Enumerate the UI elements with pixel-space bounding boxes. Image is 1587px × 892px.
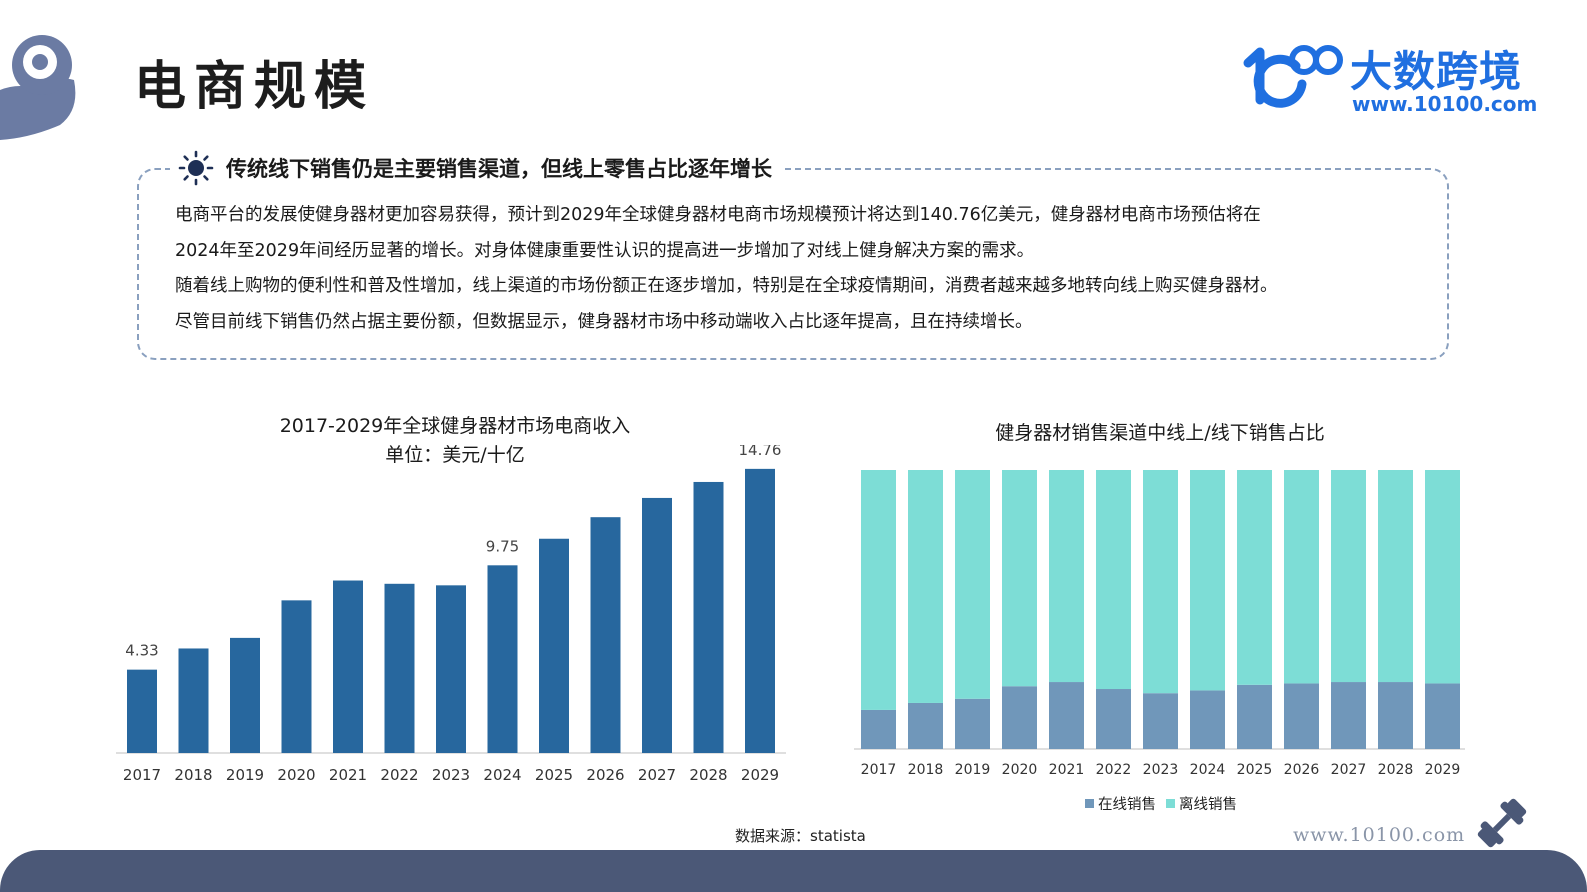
online-sales-bar xyxy=(955,698,990,749)
x-tick-label: 2023 xyxy=(432,766,470,784)
online-sales-bar xyxy=(1096,689,1131,749)
online-sales-bar xyxy=(908,702,943,749)
bar-data-label: 14.76 xyxy=(739,445,782,459)
offline-sales-bar xyxy=(1331,470,1366,683)
revenue-bar xyxy=(745,468,775,753)
summary-box xyxy=(137,168,1449,360)
legend-item-offline: 离线销售 xyxy=(1166,793,1237,814)
x-tick-label: 2027 xyxy=(638,766,676,784)
x-tick-label: 2026 xyxy=(586,766,624,784)
sun-icon xyxy=(178,150,214,186)
bar-data-label: 4.33 xyxy=(125,642,158,660)
x-tick-label: 2029 xyxy=(1425,762,1461,778)
x-tick-label: 2020 xyxy=(277,766,315,784)
mascot-logo-icon xyxy=(0,35,76,140)
channel-stacked-bar-chart: 2017 2018 2019 2020 2021 2022 2023 2024 2025 2026… xyxy=(854,470,1465,778)
offline-sales-bar xyxy=(1143,470,1178,694)
offline-sales-bar xyxy=(1002,470,1037,687)
revenue-bar xyxy=(178,648,209,753)
channel-chart-title: 健身器材销售渠道中线上/线下销售占比 xyxy=(995,422,1325,444)
offline-sales-bar xyxy=(1284,470,1319,684)
revenue-chart-subtitle: 单位：美元/十亿 xyxy=(385,444,525,466)
footer-url: www.10100.com xyxy=(1293,824,1466,846)
revenue-bar xyxy=(642,497,672,753)
footer-bar xyxy=(0,850,1587,892)
chart-legend: 在线销售 离线销售 xyxy=(1085,793,1237,814)
legend-swatch-offline xyxy=(1166,799,1175,808)
revenue-chart-title: 2017-2029年全球健身器材市场电商收入 xyxy=(279,415,631,437)
revenue-bar xyxy=(384,583,415,753)
revenue-bar xyxy=(436,585,466,753)
online-sales-bar xyxy=(1284,683,1319,749)
revenue-bar xyxy=(487,565,518,753)
x-tick-label: 2017 xyxy=(123,766,161,784)
online-sales-bar xyxy=(1331,682,1366,749)
online-sales-bar xyxy=(1378,682,1413,749)
x-tick-label: 2019 xyxy=(955,762,991,778)
online-sales-bar xyxy=(1002,686,1037,749)
summary-heading-text: 传统线下销售仍是主要销售渠道，但线上零售占比逐年增长 xyxy=(226,157,772,181)
x-tick-label: 2026 xyxy=(1284,762,1320,778)
revenue-bar xyxy=(127,669,157,753)
brand-logo-text: 大数跨境 xyxy=(1350,47,1523,96)
legend-label-online: 在线销售 xyxy=(1098,797,1156,813)
x-tick-label: 2024 xyxy=(483,766,521,784)
bar-data-label: 9.75 xyxy=(486,537,519,555)
revenue-bar-chart: 2017 4.33 2018 2019 2020 2021 2022 2023 2024 9.75… xyxy=(116,445,786,784)
x-tick-label: 2024 xyxy=(1190,762,1226,778)
summary-heading: 传统线下销售仍是主要销售渠道，但线上零售占比逐年增长 xyxy=(170,148,784,188)
summary-line: 2024年至2029年间经历显著的增长。对身体健康重要性认识的提高进一步增加了对… xyxy=(175,240,1035,261)
offline-sales-bar xyxy=(861,470,896,710)
offline-sales-bar xyxy=(1425,470,1460,684)
x-tick-label: 2018 xyxy=(174,766,212,784)
legend-label-offline: 离线销售 xyxy=(1179,797,1237,813)
x-tick-label: 2022 xyxy=(1096,762,1132,778)
x-tick-label: 2023 xyxy=(1143,762,1179,778)
legend-swatch-online xyxy=(1085,799,1094,808)
online-sales-bar xyxy=(1143,693,1178,749)
revenue-bar xyxy=(281,600,312,753)
x-tick-label: 2018 xyxy=(908,762,944,778)
summary-line: 电商平台的发展使健身器材更加容易获得，预计到2029年全球健身器材电商市场规模预… xyxy=(175,205,1261,225)
x-tick-label: 2021 xyxy=(1049,762,1085,778)
online-sales-bar xyxy=(1425,683,1460,749)
offline-sales-bar xyxy=(955,470,990,699)
x-tick-label: 2029 xyxy=(741,766,779,784)
offline-sales-bar xyxy=(1237,470,1272,685)
x-tick-label: 2025 xyxy=(1237,762,1273,778)
x-tick-label: 2028 xyxy=(689,766,727,784)
brand-logo-url: www.10100.com xyxy=(1352,92,1538,116)
offline-sales-bar xyxy=(1190,470,1225,691)
online-sales-bar xyxy=(1237,684,1272,749)
online-sales-bar xyxy=(1190,690,1225,749)
revenue-bar xyxy=(590,517,621,753)
dumbbell-icon xyxy=(1477,798,1527,848)
summary-text: 电商平台的发展使健身器材更加容易获得，预计到2029年全球健身器材电商市场规模预… xyxy=(175,198,1435,340)
brand-logo-icon xyxy=(1243,45,1343,108)
page-title: 电商规模 xyxy=(134,57,375,117)
x-tick-label: 2017 xyxy=(861,762,897,778)
x-tick-label: 2028 xyxy=(1378,762,1414,778)
revenue-bar xyxy=(333,580,363,753)
data-source: 数据来源：statista xyxy=(735,827,866,845)
x-tick-label: 2019 xyxy=(226,766,264,784)
x-tick-label: 2027 xyxy=(1331,762,1367,778)
offline-sales-bar xyxy=(1378,470,1413,683)
x-tick-label: 2020 xyxy=(1002,762,1038,778)
online-sales-bar xyxy=(861,709,896,749)
offline-sales-bar xyxy=(1049,470,1084,683)
offline-sales-bar xyxy=(1096,470,1131,690)
online-sales-bar xyxy=(1049,682,1084,749)
x-tick-label: 2025 xyxy=(535,766,573,784)
summary-line: 随着线上购物的便利性和普及性增加，线上渠道的市场份额正在逐步增加，特别是在全球疫… xyxy=(175,276,1278,296)
x-tick-label: 2021 xyxy=(329,766,367,784)
revenue-bar xyxy=(693,481,724,753)
offline-sales-bar xyxy=(908,470,943,703)
summary-line: 尽管目前线下销售仍然占据主要份额，但数据显示，健身器材市场中移动端收入占比逐年提… xyxy=(175,311,1033,332)
revenue-bar xyxy=(539,538,569,753)
legend-item-online: 在线销售 xyxy=(1085,793,1156,814)
revenue-bar xyxy=(230,637,260,753)
x-tick-label: 2022 xyxy=(380,766,418,784)
